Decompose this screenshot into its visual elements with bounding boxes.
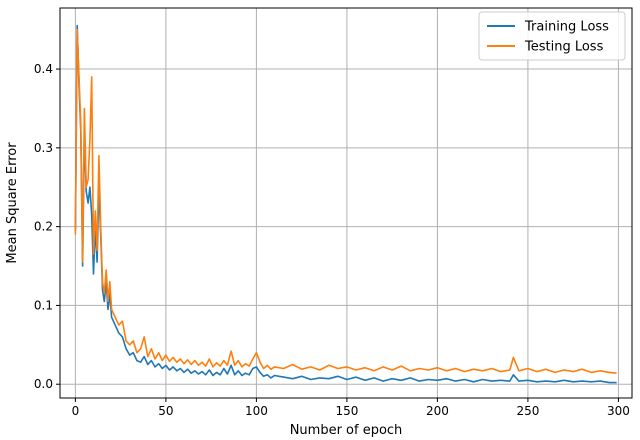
y-axis-label: Mean Square Error <box>5 142 20 264</box>
y-tick-label: 0.3 <box>34 141 53 155</box>
x-tick-label: 50 <box>158 404 173 418</box>
series-line-training-loss <box>74 24 617 384</box>
x-tick-label: 100 <box>245 404 268 418</box>
series-lines <box>74 24 617 384</box>
x-axis-label: Number of epoch <box>290 423 403 438</box>
legend-box <box>478 11 626 61</box>
y-tick-label: 0.4 <box>34 62 53 76</box>
x-tick-label: 250 <box>516 404 539 418</box>
x-tick-label: 200 <box>426 404 449 418</box>
legend-label: Testing Loss <box>524 40 604 55</box>
plot-frame <box>59 7 633 399</box>
grid <box>60 8 632 398</box>
y-tick-label: 0.1 <box>34 298 53 312</box>
legend: Training Loss Testing Loss <box>478 11 626 61</box>
x-tick-label: 0 <box>72 404 80 418</box>
ticks: 0 50 100 150 200 250 300 0.0 0.1 0.2 0.3 0.4 <box>34 62 630 418</box>
x-tick-label: 150 <box>335 404 358 418</box>
y-tick-label: 0.0 <box>34 377 53 391</box>
legend-label: Training Loss <box>524 20 609 35</box>
y-tick-label: 0.2 <box>34 220 53 234</box>
x-tick-label: 300 <box>607 404 630 418</box>
series-line-testing-loss <box>74 28 617 374</box>
